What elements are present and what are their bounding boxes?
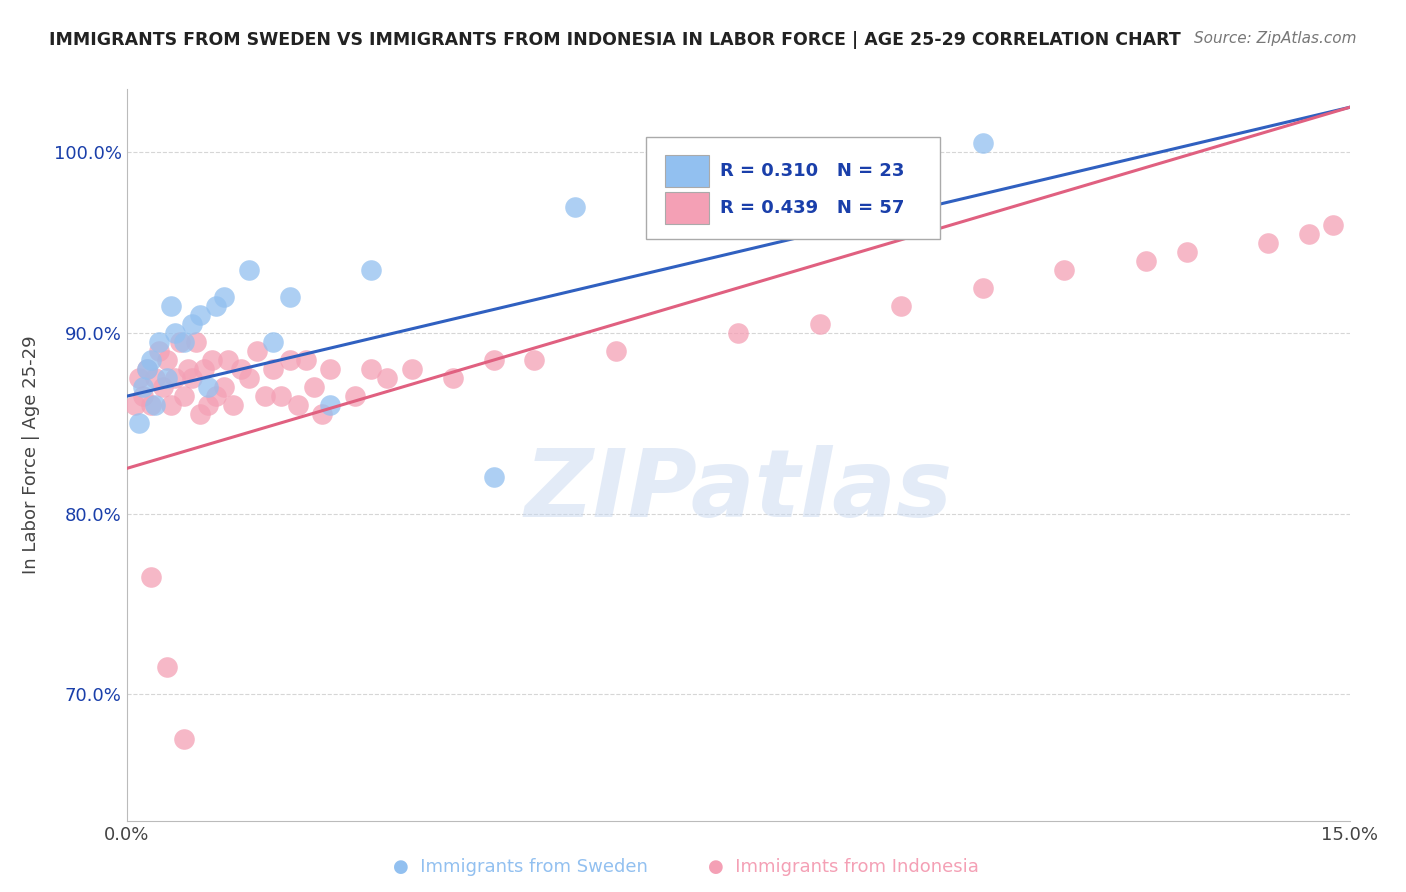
Point [401, 362, 423, 376]
Point [188, 308, 211, 322]
Point [148, 344, 170, 359]
Point [135, 362, 157, 376]
Point [377, 371, 399, 385]
Point [169, 334, 191, 349]
Point [221, 398, 243, 412]
Point [238, 262, 260, 277]
Point [890, 299, 912, 313]
Point [214, 290, 236, 304]
Point [180, 317, 202, 331]
Point [160, 299, 183, 313]
Point [727, 326, 749, 340]
Point [1135, 253, 1157, 268]
Point [188, 407, 211, 421]
Point [180, 371, 202, 385]
Point [482, 470, 505, 484]
Point [156, 353, 179, 368]
FancyBboxPatch shape [647, 136, 941, 239]
Point [148, 334, 170, 349]
Point [605, 344, 627, 359]
Point [217, 353, 239, 368]
Point [262, 362, 284, 376]
Point [173, 334, 195, 349]
Text: ●  Immigrants from Indonesia: ● Immigrants from Indonesia [709, 858, 979, 876]
Point [132, 380, 155, 394]
Point [173, 732, 195, 747]
Point [143, 371, 166, 385]
Point [152, 380, 174, 394]
Point [201, 353, 224, 368]
Y-axis label: In Labor Force | Age 25-29: In Labor Force | Age 25-29 [21, 335, 39, 574]
Point [246, 344, 269, 359]
Point [295, 353, 318, 368]
Point [132, 389, 155, 403]
Point [156, 371, 179, 385]
Text: IMMIGRANTS FROM SWEDEN VS IMMIGRANTS FROM INDONESIA IN LABOR FORCE | AGE 25-29 C: IMMIGRANTS FROM SWEDEN VS IMMIGRANTS FRO… [49, 31, 1181, 49]
Point [564, 200, 586, 214]
Point [319, 362, 342, 376]
Point [193, 362, 215, 376]
Point [160, 398, 183, 412]
Point [972, 136, 994, 151]
Point [214, 380, 236, 394]
Point [177, 362, 200, 376]
Point [165, 326, 187, 340]
Point [135, 362, 157, 376]
Point [1322, 218, 1344, 232]
Point [254, 389, 277, 403]
Text: R = 0.310   N = 23: R = 0.310 N = 23 [720, 162, 904, 180]
Point [1053, 262, 1076, 277]
Point [128, 417, 150, 431]
Point [238, 371, 260, 385]
Point [165, 371, 187, 385]
Point [229, 362, 252, 376]
Point [523, 353, 546, 368]
Text: ●  Immigrants from Sweden: ● Immigrants from Sweden [392, 858, 648, 876]
Point [278, 353, 301, 368]
Point [173, 389, 195, 403]
Point [197, 398, 219, 412]
Point [128, 371, 150, 385]
Point [124, 398, 146, 412]
Point [972, 281, 994, 295]
Point [1175, 244, 1198, 259]
Point [1298, 227, 1320, 241]
Point [441, 371, 464, 385]
Point [156, 660, 179, 674]
Point [270, 389, 292, 403]
Point [360, 262, 382, 277]
Point [139, 570, 162, 584]
Point [139, 353, 162, 368]
Point [311, 407, 333, 421]
Point [319, 398, 342, 412]
Point [278, 290, 301, 304]
Point [360, 362, 382, 376]
Point [139, 398, 162, 412]
Point [205, 299, 228, 313]
Text: Source: ZipAtlas.com: Source: ZipAtlas.com [1194, 31, 1357, 46]
Point [197, 380, 219, 394]
Point [262, 334, 284, 349]
Point [482, 353, 505, 368]
Point [1257, 235, 1279, 250]
Point [184, 334, 207, 349]
FancyBboxPatch shape [665, 192, 709, 224]
Text: R = 0.439   N = 57: R = 0.439 N = 57 [720, 199, 904, 217]
Point [143, 398, 166, 412]
Point [302, 380, 325, 394]
Point [343, 389, 366, 403]
Text: ZIPatlas: ZIPatlas [524, 445, 952, 538]
Point [287, 398, 309, 412]
Point [808, 317, 831, 331]
FancyBboxPatch shape [665, 155, 709, 187]
Point [205, 389, 228, 403]
